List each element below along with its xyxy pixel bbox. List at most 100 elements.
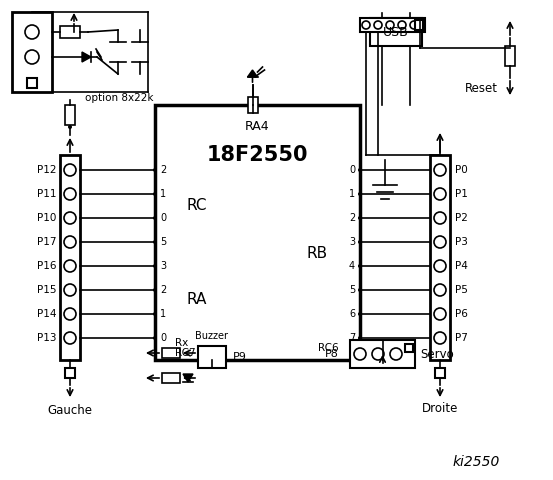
Circle shape [153, 240, 157, 244]
Text: P12: P12 [36, 165, 56, 175]
Text: P2: P2 [455, 213, 468, 223]
Text: 2: 2 [160, 165, 166, 175]
Circle shape [434, 212, 446, 224]
Circle shape [25, 25, 39, 39]
Circle shape [358, 312, 362, 316]
Text: P13: P13 [36, 333, 56, 343]
Circle shape [64, 188, 76, 200]
Circle shape [358, 240, 362, 244]
Circle shape [68, 125, 72, 129]
Circle shape [372, 348, 384, 360]
Text: 3: 3 [160, 261, 166, 271]
Circle shape [64, 332, 76, 344]
Text: 6: 6 [349, 309, 355, 319]
Text: ki2550: ki2550 [452, 455, 500, 469]
Circle shape [410, 21, 418, 29]
Circle shape [434, 308, 446, 320]
Text: P17: P17 [36, 237, 56, 247]
Circle shape [358, 336, 362, 340]
Text: 7: 7 [349, 333, 355, 343]
Text: 5: 5 [160, 237, 166, 247]
Text: Servo: Servo [420, 348, 454, 360]
Text: 0: 0 [160, 333, 166, 343]
Text: P8: P8 [325, 349, 339, 359]
Circle shape [434, 332, 446, 344]
Text: RC7: RC7 [175, 348, 196, 358]
Circle shape [398, 21, 406, 29]
Circle shape [153, 168, 157, 172]
Circle shape [434, 236, 446, 248]
Circle shape [390, 348, 402, 360]
Bar [155, 105, 360, 360]
Text: P0: P0 [455, 165, 468, 175]
Text: 5: 5 [349, 285, 355, 295]
Text: option 8x22k: option 8x22k [85, 93, 154, 103]
Circle shape [64, 212, 76, 224]
Circle shape [434, 284, 446, 296]
Text: 1: 1 [349, 189, 355, 199]
Text: P4: P4 [455, 261, 468, 271]
Circle shape [434, 260, 446, 272]
Bar [350, 340, 415, 368]
Bar [12, 12, 52, 92]
Circle shape [358, 288, 362, 292]
Text: 1: 1 [160, 309, 166, 319]
Text: P9: P9 [233, 352, 247, 362]
Text: RB: RB [307, 245, 328, 261]
Text: RC6: RC6 [318, 343, 338, 353]
Circle shape [358, 192, 362, 196]
Polygon shape [183, 374, 193, 382]
Bar [198, 346, 226, 368]
Text: RA: RA [187, 292, 207, 308]
Circle shape [358, 168, 362, 172]
Text: 4: 4 [349, 261, 355, 271]
Text: 1: 1 [160, 189, 166, 199]
Text: Gauche: Gauche [48, 404, 92, 417]
Text: P3: P3 [455, 237, 468, 247]
Circle shape [358, 264, 362, 268]
Text: P15: P15 [36, 285, 56, 295]
Bar [162, 348, 180, 358]
Circle shape [434, 188, 446, 200]
Text: 0: 0 [349, 165, 355, 175]
Circle shape [386, 21, 394, 29]
Polygon shape [248, 70, 258, 77]
Circle shape [64, 284, 76, 296]
Text: 18F2550: 18F2550 [207, 145, 308, 165]
Text: P10: P10 [36, 213, 56, 223]
Circle shape [358, 216, 362, 220]
Circle shape [153, 288, 157, 292]
Text: P11: P11 [36, 189, 56, 199]
Bar [60, 155, 80, 360]
Circle shape [374, 21, 382, 29]
Circle shape [153, 192, 157, 196]
Circle shape [153, 336, 157, 340]
Circle shape [25, 50, 39, 64]
Text: P6: P6 [455, 309, 468, 319]
Bar [65, 368, 75, 378]
Circle shape [354, 348, 366, 360]
Text: 2: 2 [160, 285, 166, 295]
Text: Rx: Rx [175, 338, 188, 348]
Text: Reset: Reset [465, 82, 498, 95]
Text: USB: USB [383, 25, 409, 38]
Text: P1: P1 [455, 189, 468, 199]
Bar [415, 20, 423, 30]
Bar [27, 78, 37, 88]
Bar [65, 105, 75, 125]
Bar [248, 97, 258, 113]
Text: Droite: Droite [422, 401, 458, 415]
Circle shape [153, 312, 157, 316]
Text: P14: P14 [36, 309, 56, 319]
Text: 2: 2 [349, 213, 355, 223]
Bar [505, 46, 515, 66]
Circle shape [64, 164, 76, 176]
Circle shape [434, 164, 446, 176]
Circle shape [64, 236, 76, 248]
Bar [430, 155, 450, 360]
Text: Buzzer: Buzzer [196, 331, 228, 341]
Circle shape [153, 264, 157, 268]
Circle shape [64, 260, 76, 272]
Text: RC: RC [187, 197, 207, 213]
Polygon shape [82, 52, 91, 62]
